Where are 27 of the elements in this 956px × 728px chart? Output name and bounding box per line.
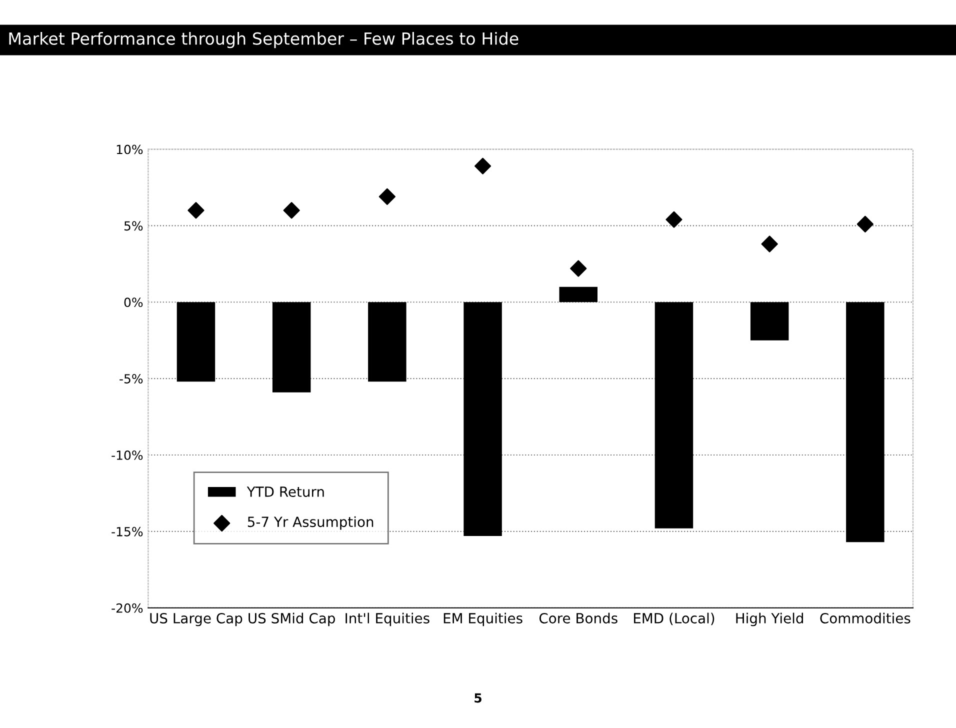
point: [666, 211, 682, 228]
y-tick-label: -10%: [112, 450, 143, 460]
legend-label: 5-7 Yr Assumption: [248, 516, 374, 530]
y-tick-label: 10%: [116, 144, 143, 154]
chart-title: Market Performance through September – Few Places to Hide: [9, 32, 518, 48]
y-tick-label: 5%: [124, 221, 143, 231]
x-tick-label: Core Bonds: [539, 612, 618, 624]
y-tick-label: -5%: [120, 374, 143, 384]
x-tick-label: EMD (Local): [634, 612, 714, 626]
x-tick-label: US SMid Cap: [248, 612, 335, 626]
x-tick-label: EM Equities: [444, 612, 522, 626]
point: [188, 202, 204, 219]
x-tick-label: Int'l Equities: [346, 612, 430, 626]
y-tick-label: -20%: [112, 603, 143, 613]
point: [474, 158, 492, 174]
y-tick-label: 0%: [124, 298, 143, 308]
legend-label: YTD Return: [246, 486, 324, 497]
point: [570, 260, 587, 277]
point: [283, 202, 300, 219]
text: 5: [474, 693, 482, 703]
y-tick-label: -15%: [112, 526, 143, 536]
x-tick-label: US Large Cap: [150, 612, 242, 626]
point: [761, 236, 778, 252]
x-tick-label: Commodities: [820, 612, 910, 624]
point: [856, 216, 874, 232]
point: [378, 188, 396, 205]
x-tick-label: High Yield: [736, 612, 804, 626]
